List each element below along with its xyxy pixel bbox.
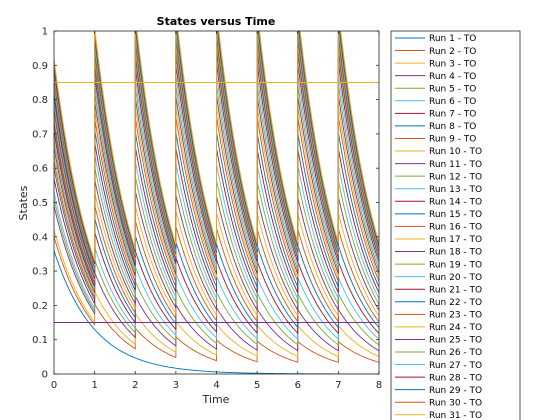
- legend-label: Run 30 - TO: [429, 398, 482, 408]
- y-tick-label: 0.1: [32, 335, 48, 346]
- legend-label: Run 17 - TO: [429, 235, 482, 245]
- legend-label: Run 16 - TO: [429, 223, 482, 233]
- y-tick-label: 0.4: [32, 232, 48, 243]
- legend-label: Run 27 - TO: [429, 361, 482, 371]
- legend-label: Run 26 - TO: [429, 348, 482, 358]
- legend-label: Run 21 - TO: [429, 285, 482, 295]
- legend-label: Run 29 - TO: [429, 386, 482, 396]
- y-axis: 0 0.1 0.2 0.3 0.4 0.5 0.6 0.7 0.8 0.9 1: [32, 27, 379, 381]
- legend-label: Run 5 - TO: [429, 84, 476, 94]
- legend-label: Run 25 - TO: [429, 336, 482, 346]
- legend-label: Run 28 - TO: [429, 373, 482, 383]
- legend-label: Run 12 - TO: [429, 172, 482, 182]
- legend-box: [390, 30, 521, 420]
- legend-label: Run 15 - TO: [429, 210, 482, 220]
- legend-label: Run 20 - TO: [429, 273, 482, 283]
- legend-label: Run 14 - TO: [429, 197, 482, 207]
- x-tick-label: 2: [132, 380, 138, 391]
- y-tick-label: 0.9: [32, 61, 48, 72]
- x-tick-label: 5: [254, 380, 260, 391]
- reference-lines: [54, 81, 379, 324]
- legend-label: Run 31 - TO: [429, 411, 482, 420]
- y-axis-label: States: [17, 185, 30, 220]
- legend-label: Run 6 - TO: [429, 97, 476, 107]
- legend-label: Run 23 - TO: [429, 311, 482, 321]
- x-tick-label: 1: [91, 380, 97, 391]
- x-tick-label: 3: [173, 380, 179, 391]
- legend-label: Run 3 - TO: [429, 59, 476, 69]
- y-tick-label: 0.2: [32, 301, 48, 312]
- legend-label: Run 19 - TO: [429, 260, 482, 270]
- legend-label: Run 7 - TO: [429, 110, 476, 120]
- legend-label: Run 1 - TO: [429, 34, 476, 44]
- legend-label: Run 11 - TO: [429, 160, 482, 170]
- legend-label: Run 8 - TO: [429, 122, 476, 132]
- legend-label: Run 10 - TO: [429, 147, 482, 157]
- legend: Run 1 - TO Run 2 - TO Run 3 - TO Run 4 - TO…: [390, 30, 521, 420]
- legend-label: Run 4 - TO: [429, 72, 476, 82]
- chart-title: States versus Time: [157, 15, 276, 28]
- y-tick-label: 0.6: [32, 164, 48, 175]
- legend-label: Run 22 - TO: [429, 298, 482, 308]
- series-line: [54, 31, 379, 261]
- y-tick-label: 0.3: [32, 267, 48, 278]
- x-tick-label: 0: [51, 380, 57, 391]
- x-tick-label: 6: [295, 380, 301, 391]
- legend-label: Run 2 - TO: [429, 47, 476, 57]
- x-axis: 0 1 2 3 4 5 6 7 8: [51, 31, 382, 391]
- x-tick-label: 4: [213, 380, 219, 391]
- plot-lines: [54, 31, 379, 374]
- x-tick-label: 7: [335, 380, 341, 391]
- y-tick-label: 0: [42, 370, 48, 381]
- legend-label: Run 18 - TO: [429, 248, 482, 258]
- legend-label: Run 9 - TO: [429, 135, 476, 145]
- x-tick-label: 8: [376, 380, 382, 391]
- y-tick-label: 1: [42, 27, 48, 38]
- y-tick-label: 0.7: [32, 129, 48, 140]
- legend-label: Run 13 - TO: [429, 185, 482, 195]
- x-axis-label: Time: [202, 393, 230, 406]
- y-tick-label: 0.5: [32, 198, 48, 209]
- y-tick-label: 0.8: [32, 95, 48, 106]
- legend-label: Run 24 - TO: [429, 323, 482, 333]
